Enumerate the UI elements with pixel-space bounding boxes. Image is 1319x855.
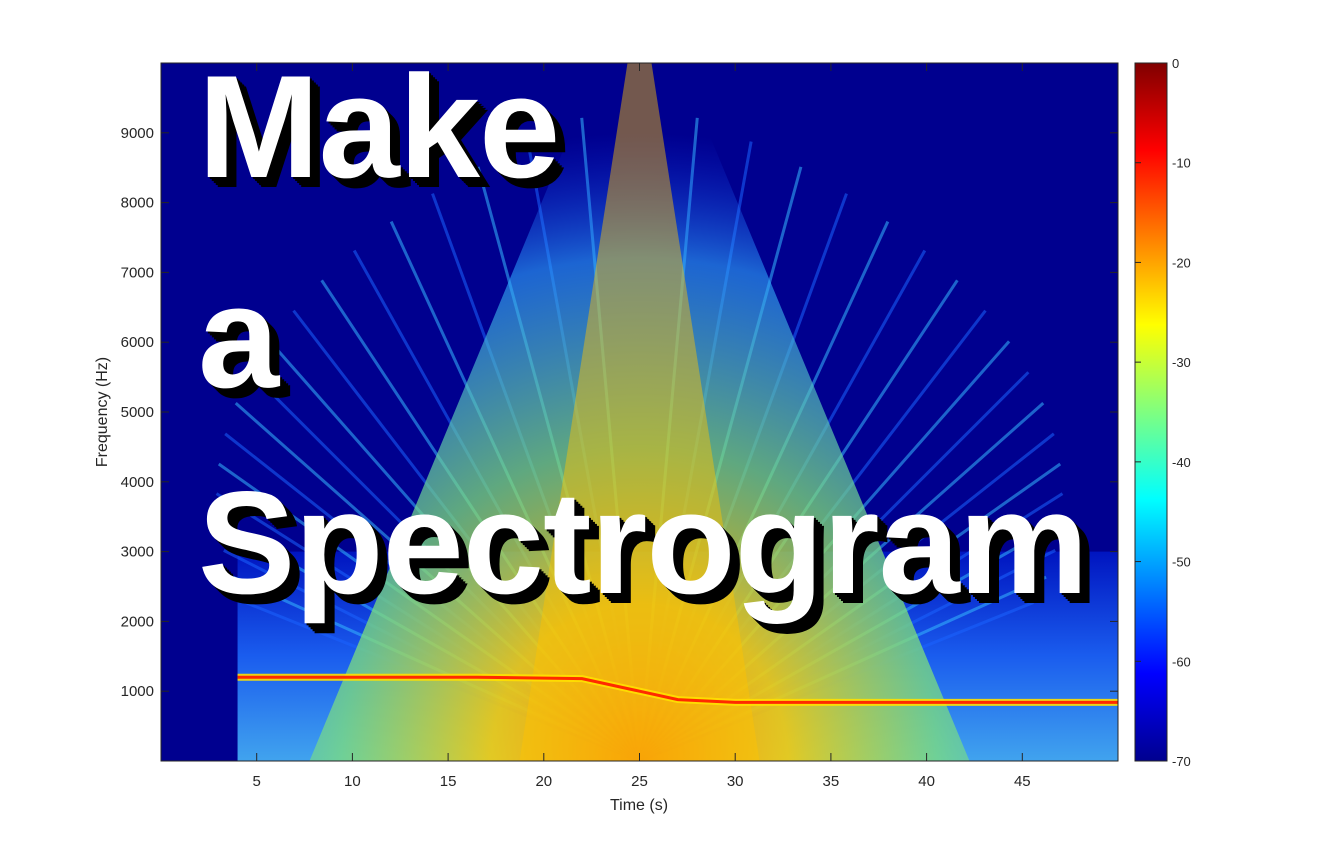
x-tick-label: 45	[1014, 773, 1031, 790]
x-tick-label: 15	[440, 773, 457, 790]
y-tick-label: 7000	[121, 264, 154, 281]
headline-line-3: Spectrogram	[198, 461, 1089, 624]
colorbar-tick-label: -60	[1172, 654, 1191, 669]
colorbar-tick-label: -50	[1172, 555, 1191, 570]
broadband-core	[519, 63, 760, 761]
y-tick-label: 8000	[121, 195, 154, 212]
colorbar-tick-label: -40	[1172, 455, 1191, 470]
headline-line-2: a	[198, 255, 279, 418]
x-axis-label: Time (s)	[610, 797, 668, 814]
broadband-burst	[309, 63, 970, 761]
y-tick-label: 1000	[121, 683, 154, 700]
x-tick-label: 5	[253, 773, 261, 790]
plot-area	[161, 63, 1118, 761]
x-tick-label: 35	[823, 773, 840, 790]
x-tick-label: 20	[535, 773, 552, 790]
headline-line-1: Make	[198, 45, 560, 208]
spectral-content	[215, 63, 1118, 761]
y-tick-label: 2000	[121, 613, 154, 630]
x-axis: 5 10 15 20 25 30 35 40 45	[253, 63, 1031, 790]
colorbar	[1134, 62, 1168, 762]
y-axis: 1000 2000 3000 4000 5000 6000 7000 8000 9000	[121, 125, 1118, 700]
y-axis-label: Frequency (Hz)	[94, 357, 111, 467]
y-tick-label: 3000	[121, 544, 154, 561]
x-tick-label: 25	[631, 773, 648, 790]
x-tick-label: 40	[918, 773, 935, 790]
y-tick-label: 6000	[121, 334, 154, 351]
y-tick-label: 4000	[121, 474, 154, 491]
y-tick-label: 5000	[121, 404, 154, 421]
x-tick-label: 10	[344, 773, 361, 790]
y-tick-label: 9000	[121, 125, 154, 142]
colorbar-tick-label: -70	[1172, 754, 1191, 769]
colorbar-tick-label: -30	[1172, 355, 1191, 370]
colorbar-tick-label: 0	[1172, 56, 1179, 71]
colorbar-tick-label: -10	[1172, 156, 1191, 171]
colorbar-ticks: 0 -10 -20 -30 -40 -50 -60 -70	[1135, 56, 1191, 769]
tone-track	[237, 675, 1118, 704]
colorbar-tick-label: -20	[1172, 255, 1191, 270]
x-tick-label: 30	[727, 773, 744, 790]
